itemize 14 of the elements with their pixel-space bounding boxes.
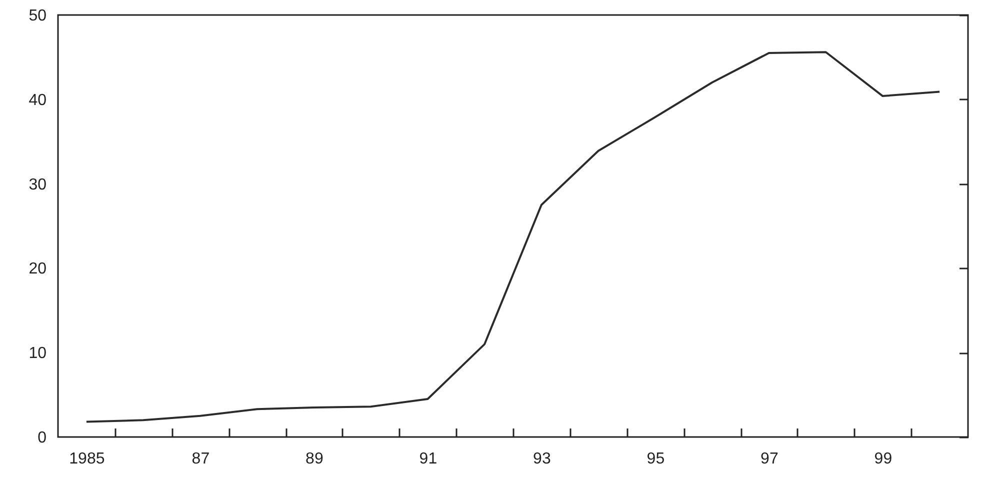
y-tick-label: 40	[28, 92, 47, 109]
x-tick-label: 93	[533, 450, 551, 468]
y-tick-label: 0	[38, 430, 47, 446]
x-tick-label: 99	[874, 450, 892, 468]
x-tick-label: 89	[306, 450, 324, 468]
x-tick-label: 95	[646, 450, 665, 468]
x-tick-label: 87	[192, 450, 210, 468]
x-tick-label: 97	[760, 450, 778, 468]
x-tick-label: 91	[419, 450, 438, 468]
y-tick-label: 50	[28, 8, 47, 24]
y-tick-label: 30	[28, 176, 47, 194]
y-tick-label: 10	[28, 345, 47, 362]
y-tick-label: 20	[28, 260, 47, 278]
x-tick-label: 1985	[69, 450, 105, 468]
